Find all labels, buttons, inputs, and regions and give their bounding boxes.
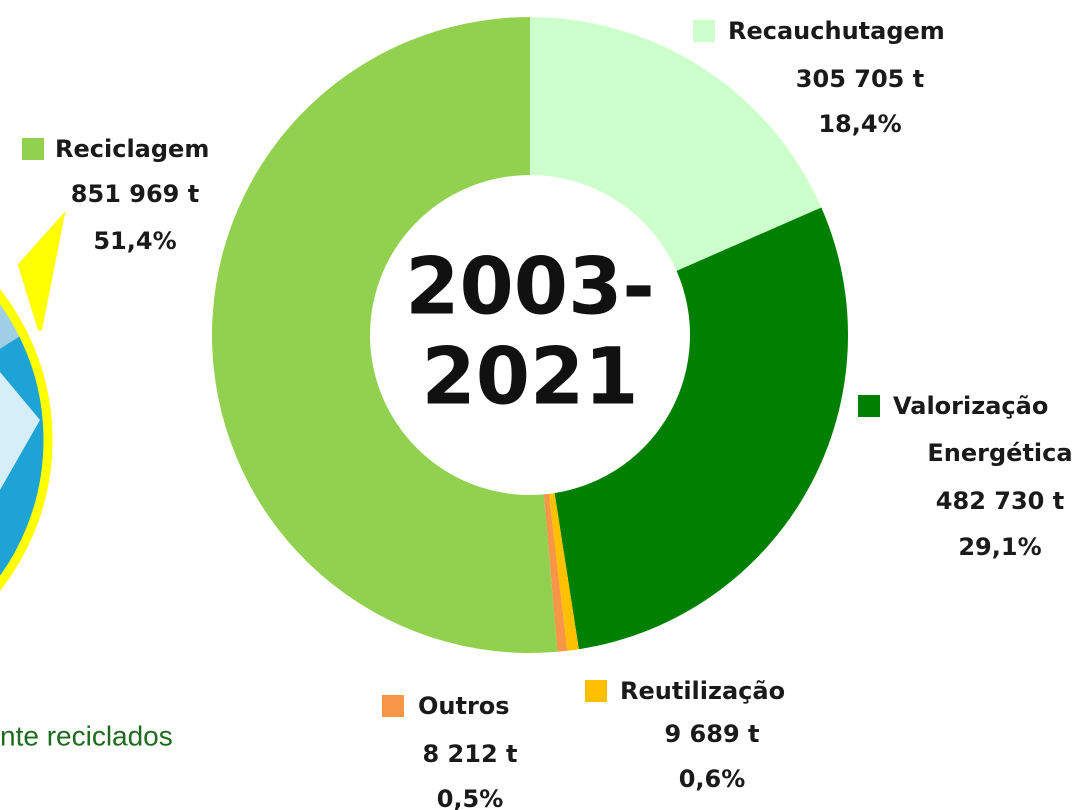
value-label: 9 689 t — [665, 720, 760, 748]
value-label: 8 212 t — [423, 740, 518, 768]
legend-swatch — [693, 20, 715, 42]
category-label: Recauchutagem — [728, 17, 945, 45]
legend-swatch — [22, 138, 44, 160]
percent-label: 29,1% — [958, 533, 1041, 561]
decorative-image — [0, 202, 66, 678]
category-label: Valorização Energética — [893, 392, 1073, 467]
percent-label: 51,4% — [93, 227, 176, 255]
donut-slice — [554, 207, 848, 650]
category-label: Reciclagem — [55, 135, 209, 163]
donut — [211, 17, 848, 653]
donut-slice — [530, 17, 822, 271]
center-label: 2003- — [405, 242, 654, 332]
legend-swatch — [382, 695, 404, 717]
value-label: 851 969 t — [71, 180, 199, 208]
caption: nte reciclados — [0, 720, 173, 751]
value-label: 482 730 t — [936, 487, 1064, 515]
donut-slice — [548, 493, 579, 651]
percent-label: 0,5% — [437, 785, 504, 810]
percent-label: 0,6% — [679, 765, 746, 793]
value-label: 305 705 t — [796, 65, 924, 93]
donut-slice — [543, 493, 568, 652]
donut-slice — [211, 17, 558, 653]
percent-label: 18,4% — [818, 110, 901, 138]
legend-swatch — [585, 680, 607, 702]
legend-swatch — [858, 395, 880, 417]
category-label: Outros — [418, 692, 510, 720]
center-label: 2021 — [421, 332, 638, 422]
category-label: Reutilização — [620, 677, 785, 705]
